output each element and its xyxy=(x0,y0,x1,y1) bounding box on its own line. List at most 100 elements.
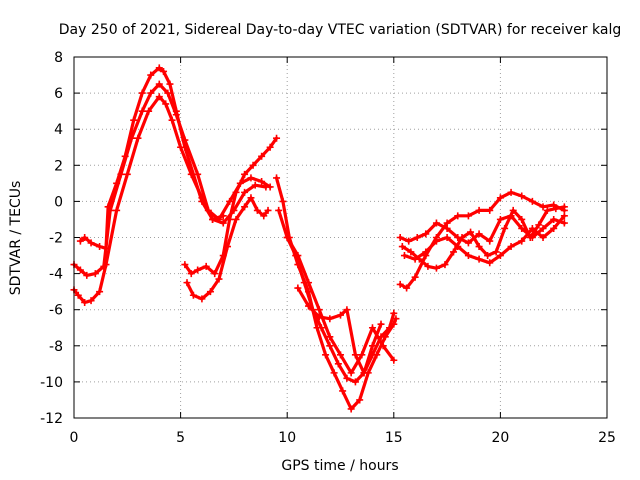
series-trace-5 xyxy=(183,194,272,303)
y-tick-label: -6 xyxy=(49,303,63,319)
data-point xyxy=(224,243,232,251)
data-point xyxy=(386,324,394,332)
data-point xyxy=(305,302,313,310)
data-point xyxy=(475,255,483,263)
data-point xyxy=(76,266,84,274)
data-point xyxy=(326,342,334,350)
data-point xyxy=(96,288,104,296)
data-point xyxy=(475,230,483,238)
data-point xyxy=(356,396,364,404)
data-point xyxy=(253,206,261,214)
data-point xyxy=(496,194,504,202)
data-point xyxy=(194,266,202,274)
data-point xyxy=(241,170,249,178)
series-line xyxy=(78,66,225,250)
data-point xyxy=(273,174,281,182)
y-axis-title: SDTVAR / TECUs xyxy=(8,181,24,296)
y-tick-label: -4 xyxy=(49,267,63,283)
data-point xyxy=(294,284,302,292)
data-point xyxy=(407,248,415,256)
data-point xyxy=(189,291,197,299)
data-point xyxy=(166,80,174,88)
data-point xyxy=(443,234,451,241)
data-point xyxy=(168,116,176,124)
series-trace-9 xyxy=(294,284,385,377)
data-point xyxy=(550,215,558,223)
data-point xyxy=(209,215,217,223)
x-tick-label: 20 xyxy=(491,430,509,446)
series-group xyxy=(70,64,568,413)
data-point xyxy=(160,67,168,75)
data-point xyxy=(543,206,551,214)
series-trace-8 xyxy=(283,234,398,377)
data-point xyxy=(539,224,547,232)
data-point xyxy=(330,369,338,377)
data-point xyxy=(492,248,500,256)
data-point xyxy=(560,203,568,211)
data-point xyxy=(96,243,104,251)
data-point xyxy=(322,351,330,359)
data-point xyxy=(113,206,121,214)
data-point xyxy=(528,197,536,205)
x-tick-label: 5 xyxy=(176,430,185,446)
data-point xyxy=(326,315,334,323)
data-point xyxy=(486,237,494,245)
data-point xyxy=(155,64,163,72)
data-point xyxy=(100,262,108,270)
data-point xyxy=(315,306,323,314)
data-point xyxy=(432,219,440,227)
y-axis: -12 -10 -8 -6 -4 -2 0 2 4 6 8 xyxy=(40,50,607,427)
series-trace-3 xyxy=(76,64,227,252)
data-point xyxy=(422,248,430,256)
y-tick-label: -12 xyxy=(40,411,63,427)
series-trace-4 xyxy=(181,134,281,278)
x-axis: 0 5 10 15 20 25 xyxy=(70,57,616,446)
data-point xyxy=(317,324,325,332)
data-point xyxy=(215,275,223,283)
data-point xyxy=(198,197,206,205)
data-point xyxy=(232,188,240,196)
data-point xyxy=(247,174,255,182)
data-point xyxy=(183,279,191,287)
data-point xyxy=(81,234,89,241)
series-trace-6 xyxy=(273,174,400,413)
data-point xyxy=(147,71,155,79)
data-point xyxy=(260,212,268,220)
data-point xyxy=(219,212,227,220)
data-point xyxy=(464,212,472,220)
data-point xyxy=(130,116,138,124)
data-point xyxy=(211,270,219,278)
data-point xyxy=(155,80,163,88)
data-point xyxy=(275,206,283,214)
data-point xyxy=(102,244,110,252)
data-point xyxy=(496,252,504,260)
data-point xyxy=(226,215,234,223)
data-point xyxy=(305,279,313,287)
data-point xyxy=(368,324,376,332)
y-tick-label: 0 xyxy=(54,194,63,210)
data-point xyxy=(486,259,494,267)
data-point xyxy=(113,179,121,187)
series-trace-13 xyxy=(398,203,568,272)
data-point xyxy=(486,206,494,214)
data-point xyxy=(202,262,210,270)
data-point xyxy=(315,313,323,321)
data-point xyxy=(518,215,526,223)
data-point xyxy=(258,152,266,160)
data-point xyxy=(464,252,472,260)
data-point xyxy=(518,237,526,245)
data-point xyxy=(294,252,302,260)
data-point xyxy=(181,261,189,269)
data-point xyxy=(189,170,197,178)
data-point xyxy=(475,206,483,214)
y-tick-label: -2 xyxy=(49,231,63,247)
series-line xyxy=(402,214,567,265)
data-point xyxy=(351,351,359,359)
y-tick-label: 2 xyxy=(54,158,63,174)
series-trace-7 xyxy=(275,206,398,386)
data-point xyxy=(535,221,543,229)
data-point xyxy=(403,284,411,292)
data-point xyxy=(206,288,214,296)
data-point xyxy=(496,215,504,223)
